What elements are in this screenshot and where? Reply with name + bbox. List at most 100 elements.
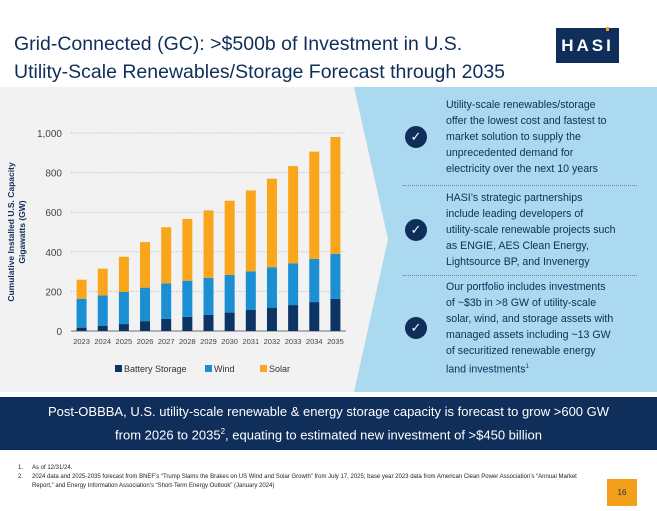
x-tick-label: 2024 bbox=[94, 337, 111, 346]
page-number: 16 bbox=[607, 479, 637, 506]
footnote-number: 1. bbox=[18, 465, 24, 471]
x-tick-label: 2032 bbox=[264, 337, 281, 346]
bar-battery-storage bbox=[161, 318, 172, 331]
bar-solar bbox=[309, 151, 320, 259]
footnote-ref: 1 bbox=[525, 363, 529, 370]
text-line: Utility-scale renewables/storage bbox=[446, 99, 596, 111]
text-line: managed assets including ~13 GW bbox=[446, 328, 611, 341]
logo-accent bbox=[606, 27, 609, 31]
x-tick-label: 2023 bbox=[73, 337, 90, 346]
bar-battery-storage bbox=[224, 312, 235, 331]
checkmark-icon: ✓ bbox=[405, 126, 427, 148]
legend-swatch bbox=[260, 365, 267, 372]
legend-swatch bbox=[205, 365, 212, 372]
text-line: Our portfolio includes investments bbox=[446, 280, 606, 293]
bar-battery-storage bbox=[330, 298, 341, 331]
title-line-1: Grid-Connected (GC): >$500b of Investmen… bbox=[14, 33, 463, 55]
bar-wind bbox=[182, 280, 193, 317]
bar-solar bbox=[97, 268, 108, 296]
x-tick-label: 2035 bbox=[327, 337, 344, 346]
checkmark-icon: ✓ bbox=[405, 317, 427, 339]
y-tick-label: 800 bbox=[45, 169, 62, 180]
footnote-text: As of 12/31/24. bbox=[32, 465, 73, 471]
text-line: Lightsource BP, and Invenergy bbox=[446, 256, 590, 268]
bar-battery-storage bbox=[76, 327, 87, 331]
text-line: as ENGIE, AES Clean Energy, bbox=[446, 240, 589, 252]
bar-battery-storage bbox=[182, 316, 193, 331]
bar-solar bbox=[288, 166, 299, 264]
banner-line-1: Post-OBBBA, U.S. utility-scale renewable… bbox=[47, 403, 610, 419]
panel-item: ✓ Our portfolio includes investments of ~$… bbox=[405, 280, 655, 376]
banner-line-2: from 2026 to 20352, equating to estimate… bbox=[0, 422, 657, 445]
text-line: HASI’s strategic partnerships bbox=[446, 192, 583, 204]
bar-wind bbox=[245, 271, 256, 311]
bar-battery-storage bbox=[288, 305, 299, 331]
bar-wind bbox=[118, 291, 129, 325]
panel-item: ✓ HASI’s strategic partnerships include le… bbox=[405, 190, 655, 270]
logo-text: HASI bbox=[561, 35, 614, 55]
y-tick-label: 1,000 bbox=[37, 129, 62, 140]
x-tick-label: 2026 bbox=[137, 337, 154, 346]
divider bbox=[403, 185, 637, 186]
footnote-number: 2. bbox=[18, 474, 24, 480]
slide-title: Grid-Connected (GC): >$500b of Investmen… bbox=[14, 30, 505, 86]
title-line-2: Utility-Scale Renewables/Storage Forecas… bbox=[14, 61, 506, 83]
bar-battery-storage bbox=[203, 314, 214, 331]
panel-item: ✓ Utility-scale renewables/storage offer t… bbox=[405, 97, 655, 177]
panel-background bbox=[354, 87, 657, 392]
bar-solar bbox=[140, 242, 151, 288]
panel-item-text: Utility-scale renewables/storage offer th… bbox=[446, 97, 607, 177]
bar-battery-storage bbox=[309, 302, 320, 331]
footnote: 2. 2024 data and 2025-2035 forecast from … bbox=[18, 473, 578, 491]
banner-text: from 2026 to 2035 bbox=[115, 427, 221, 443]
x-tick-label: 2034 bbox=[306, 337, 323, 346]
y-tick-label: 600 bbox=[45, 208, 62, 219]
text-line: utility-scale renewable projects such bbox=[446, 224, 616, 236]
text-line: include leading developers of bbox=[446, 208, 584, 220]
text-line: of ~$3b in >8 GW of utility-scale bbox=[446, 296, 597, 309]
footnote-text: 2024 data and 2025-2035 forecast from BN… bbox=[32, 474, 577, 489]
checkmark-icon: ✓ bbox=[405, 219, 427, 241]
text-line: of securitized renewable energy bbox=[446, 344, 596, 357]
bar-wind bbox=[161, 283, 172, 319]
bar-solar bbox=[76, 279, 87, 299]
legend-label: Solar bbox=[269, 364, 290, 374]
footnote: 1. As of 12/31/24. bbox=[18, 464, 578, 473]
y-axis-label: Cumulative Installed U.S. Capacity bbox=[6, 162, 16, 302]
bar-solar bbox=[266, 178, 277, 268]
summary-banner: Post-OBBBA, U.S. utility-scale renewable… bbox=[0, 397, 657, 450]
bar-battery-storage bbox=[266, 307, 277, 331]
footnote-ref: 2 bbox=[220, 426, 226, 436]
text-line: market solution to supply the bbox=[446, 131, 581, 143]
bar-wind bbox=[203, 277, 214, 315]
bar-solar bbox=[330, 136, 341, 254]
banner-text: , equating to estimated new investment o… bbox=[225, 427, 542, 443]
text-line: solar, wind, and storage assets with bbox=[446, 312, 614, 325]
bar-battery-storage bbox=[245, 310, 256, 331]
y-tick-label: 400 bbox=[45, 248, 62, 259]
bar-solar bbox=[224, 200, 235, 275]
x-tick-label: 2029 bbox=[200, 337, 217, 346]
x-tick-label: 2028 bbox=[179, 337, 196, 346]
x-tick-label: 2030 bbox=[221, 337, 238, 346]
bar-wind bbox=[266, 267, 277, 308]
x-tick-label: 2031 bbox=[242, 337, 259, 346]
bar-wind bbox=[140, 287, 151, 322]
x-tick-label: 2033 bbox=[285, 337, 302, 346]
bar-solar bbox=[161, 227, 172, 284]
text-line: unprecedented demand for bbox=[446, 147, 574, 159]
bar-wind bbox=[224, 274, 235, 313]
bar-battery-storage bbox=[97, 325, 108, 331]
bar-wind bbox=[330, 253, 341, 299]
bar-wind bbox=[76, 298, 87, 328]
text-line: land investments1 bbox=[446, 363, 529, 376]
divider bbox=[403, 275, 637, 276]
bar-solar bbox=[245, 190, 256, 272]
y-axis-label: Gigawatts (GW) bbox=[17, 200, 27, 263]
legend-label: Battery Storage bbox=[124, 364, 187, 374]
bar-battery-storage bbox=[140, 321, 151, 331]
bar-wind bbox=[97, 295, 108, 326]
bar-wind bbox=[288, 263, 299, 306]
panel-item-text: HASI’s strategic partnerships include lea… bbox=[446, 190, 616, 270]
text-line: electricity over the next 10 years bbox=[446, 163, 598, 175]
